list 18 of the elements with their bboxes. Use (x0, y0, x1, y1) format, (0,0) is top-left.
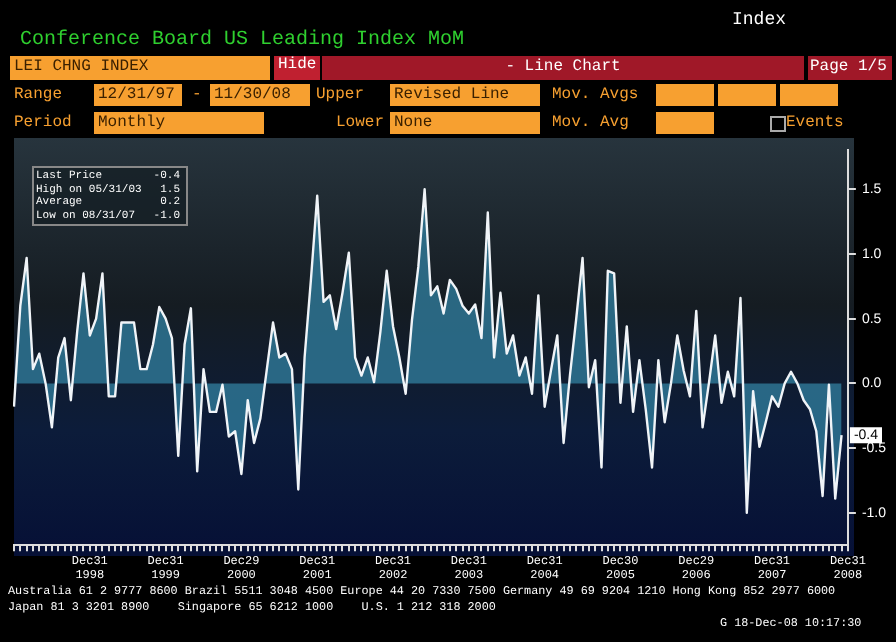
text: Upper (316, 86, 365, 104)
text: Revised Line (394, 86, 510, 104)
text: Mov. Avgs (552, 86, 639, 104)
text: Mov. Avg (552, 114, 629, 132)
text: LEI CHNG INDEX (14, 58, 149, 76)
text: Lower (336, 114, 385, 132)
text: None (394, 114, 433, 132)
text: 11/30/08 (214, 86, 291, 104)
text: Index (732, 10, 787, 30)
text: Monthly (98, 114, 166, 132)
text: Period (14, 114, 72, 132)
text: Events (786, 114, 844, 132)
text: - (192, 86, 202, 104)
text: 12/31/97 (98, 86, 175, 104)
text: Range (14, 86, 63, 104)
text: Page 1/5 (810, 58, 887, 76)
chart-title: Conference Board US Leading Index MoM (20, 30, 465, 52)
text: Hide (278, 56, 317, 74)
